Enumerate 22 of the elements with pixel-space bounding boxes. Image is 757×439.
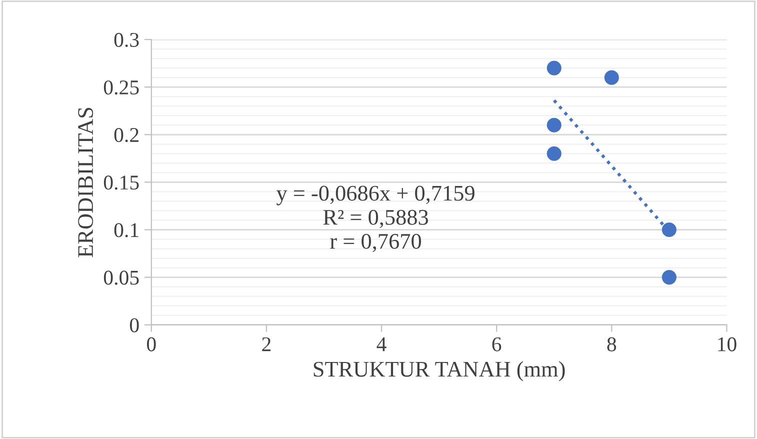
y-tick-label: 0.15 — [104, 176, 139, 190]
point — [546, 146, 562, 161]
x-tick-label: 4 — [376, 337, 386, 352]
x-tick-label: 10 — [718, 337, 736, 352]
x-tick-label: 6 — [492, 337, 502, 352]
x-axis-title: STRUKTUR TANAH (mm) — [314, 361, 565, 382]
y-tick-label: 0.25 — [104, 80, 139, 95]
y-tick-label: 0.3 — [114, 32, 139, 48]
x-tick-label: 0 — [146, 337, 156, 352]
y-tick-label: 0.1 — [114, 223, 138, 238]
x-tick-label: 8 — [607, 337, 616, 352]
annotation: y = -0,0686x + 0,7159 R² = 0,5883 r = 0,7670 — [276, 186, 474, 252]
y-tick-label: 0.2 — [114, 128, 138, 142]
y-tick-label: 0.05 — [104, 270, 139, 285]
y-tick-label: 0 — [130, 318, 139, 332]
point — [662, 270, 676, 285]
point — [546, 118, 562, 132]
point — [546, 60, 562, 76]
y-axis-title: ERODIBILITAS — [78, 108, 94, 258]
x-tick-label: 2 — [262, 337, 271, 352]
point — [662, 222, 676, 238]
point — [604, 70, 619, 85]
